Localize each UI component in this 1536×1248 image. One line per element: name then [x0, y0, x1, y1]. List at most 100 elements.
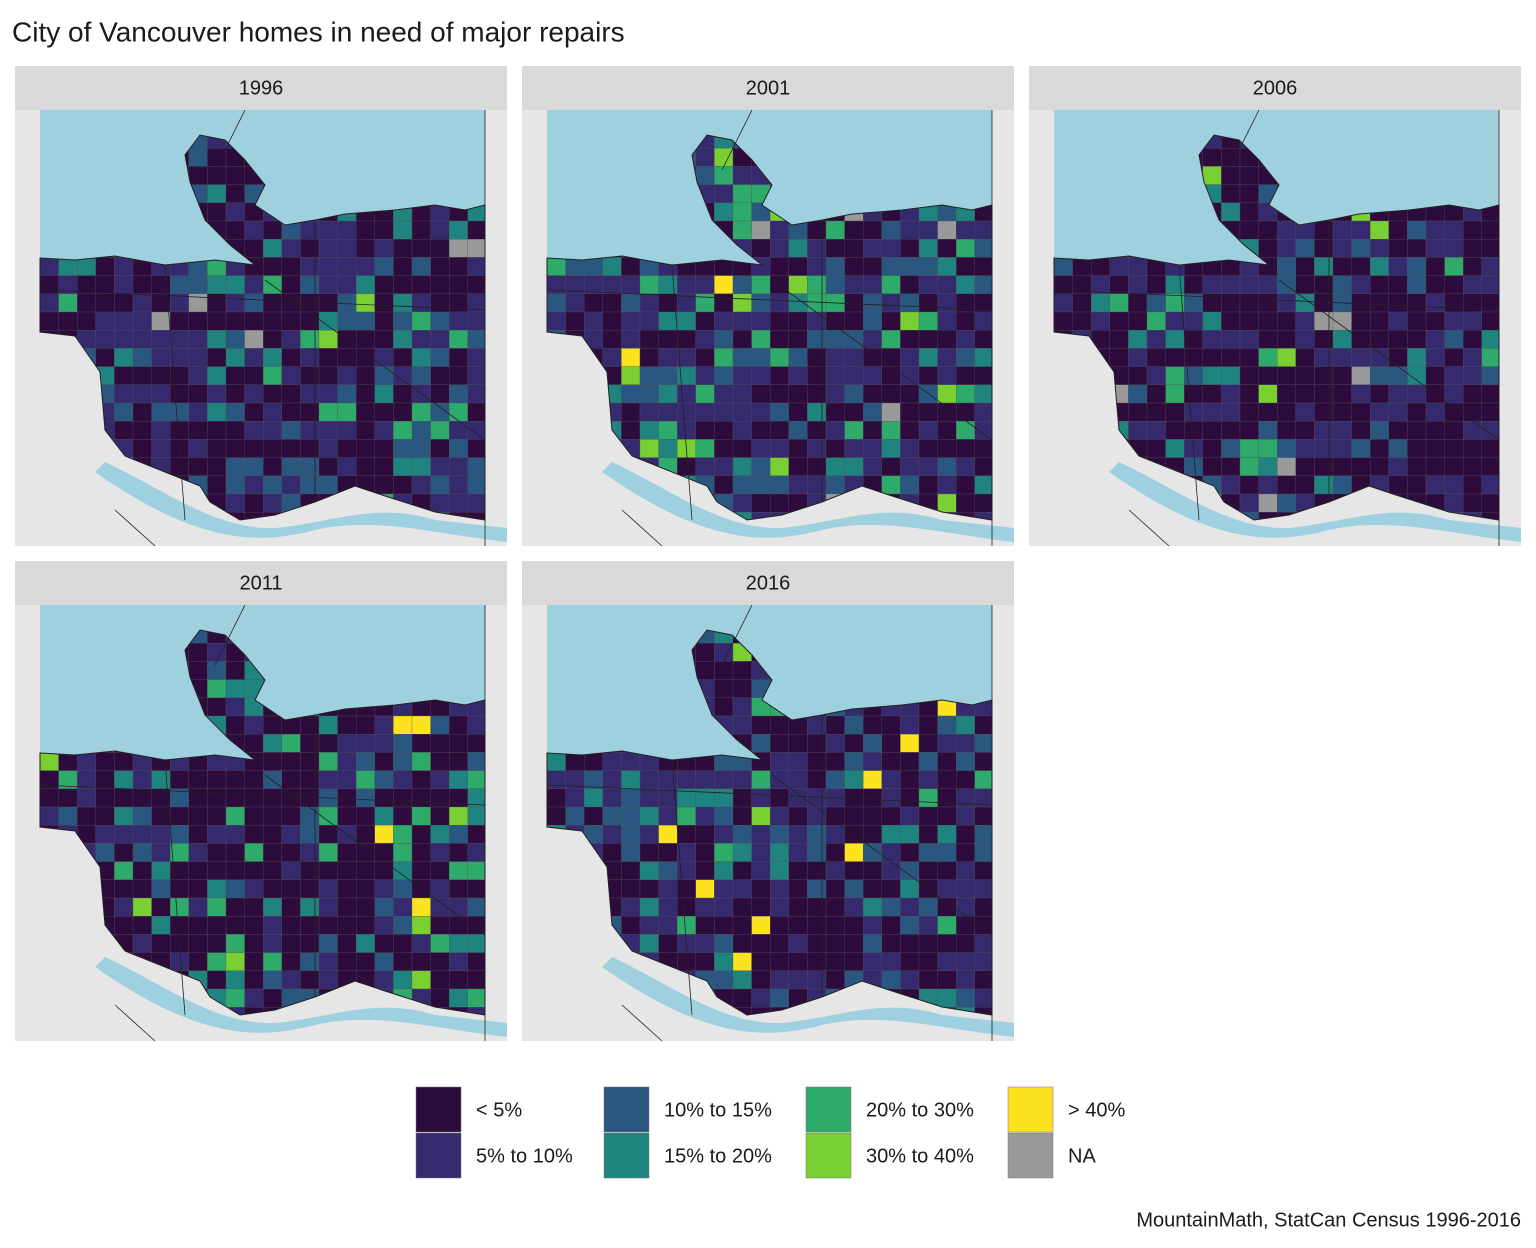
- tract: [956, 384, 975, 404]
- tract: [714, 643, 734, 662]
- tract: [918, 348, 938, 367]
- tract: [374, 330, 394, 349]
- tract: [207, 679, 227, 698]
- tract: [1091, 275, 1110, 294]
- tract: [956, 475, 975, 495]
- tract: [677, 421, 696, 440]
- tract: [918, 457, 938, 476]
- tract: [788, 402, 808, 422]
- tract: [374, 879, 394, 899]
- tract: [751, 311, 771, 331]
- tract: [881, 439, 901, 458]
- tract: [1295, 348, 1315, 367]
- tract: [467, 934, 485, 953]
- tract: [621, 897, 641, 917]
- tract: [449, 879, 468, 899]
- tract: [318, 897, 338, 917]
- tract: [430, 916, 450, 935]
- tract: [1128, 384, 1148, 404]
- tract: [658, 366, 678, 385]
- tract: [863, 825, 882, 844]
- tract: [918, 806, 938, 826]
- tract: [1202, 311, 1222, 331]
- tract: [207, 311, 227, 331]
- tract: [225, 311, 245, 331]
- tract: [956, 493, 975, 513]
- tract: [114, 861, 134, 880]
- tract: [639, 330, 659, 349]
- tract: [751, 457, 771, 476]
- tract: [1481, 457, 1499, 476]
- tract: [900, 293, 920, 313]
- tract: [788, 439, 808, 458]
- tract: [825, 384, 845, 404]
- tract: [263, 861, 282, 880]
- tract: [411, 897, 431, 917]
- tract: [188, 934, 208, 953]
- tract: [695, 770, 715, 789]
- tract: [974, 861, 992, 880]
- tract: [300, 348, 320, 367]
- tract: [900, 806, 920, 826]
- tract: [863, 330, 882, 349]
- tract: [695, 148, 715, 167]
- tract: [300, 843, 320, 862]
- tract: [467, 475, 485, 495]
- tract: [1109, 257, 1129, 276]
- tract: [1351, 220, 1371, 240]
- tract: [356, 879, 375, 899]
- tract: [863, 439, 882, 458]
- tract: [1407, 330, 1427, 349]
- tract: [393, 457, 413, 476]
- tract: [393, 897, 413, 917]
- tract: [188, 879, 208, 899]
- tract: [1165, 421, 1185, 440]
- tract: [467, 752, 485, 771]
- tract: [225, 806, 245, 826]
- tract: [956, 421, 975, 440]
- tract: [467, 366, 485, 385]
- tract: [1351, 348, 1371, 367]
- tract: [1221, 366, 1241, 385]
- tract: [974, 1007, 992, 1015]
- tract: [974, 879, 992, 899]
- strip-label: 1996: [239, 77, 284, 99]
- legend-key: [415, 1086, 462, 1133]
- tract: [449, 348, 468, 367]
- tract: [1351, 239, 1371, 258]
- tract: [770, 715, 789, 735]
- tract: [449, 384, 468, 404]
- tract: [844, 861, 864, 880]
- tract: [1202, 421, 1222, 440]
- tract: [1314, 421, 1334, 440]
- tract: [1109, 311, 1129, 331]
- tract: [1314, 239, 1334, 258]
- tract: [751, 293, 771, 313]
- tract: [714, 806, 734, 826]
- tract: [770, 293, 789, 313]
- tract: [881, 806, 901, 826]
- tract: [1128, 275, 1148, 294]
- tract: [1221, 457, 1241, 476]
- panel: 2016: [522, 561, 1014, 1042]
- tract: [411, 861, 431, 880]
- tract: [132, 934, 152, 953]
- tract: [770, 493, 789, 513]
- tract: [337, 293, 357, 313]
- tract: [881, 715, 901, 735]
- tract: [374, 788, 394, 808]
- tract: [547, 752, 566, 771]
- tract: [1463, 493, 1482, 513]
- tract: [393, 311, 413, 331]
- tract: [677, 916, 696, 935]
- tract: [449, 897, 468, 917]
- tract: [1407, 220, 1427, 240]
- tract: [1221, 421, 1241, 440]
- tract: [1258, 366, 1278, 385]
- tract: [974, 275, 992, 294]
- tract: [1202, 384, 1222, 404]
- tract: [863, 384, 882, 404]
- tract: [356, 752, 375, 771]
- tract: [658, 806, 678, 826]
- tract: [411, 311, 431, 331]
